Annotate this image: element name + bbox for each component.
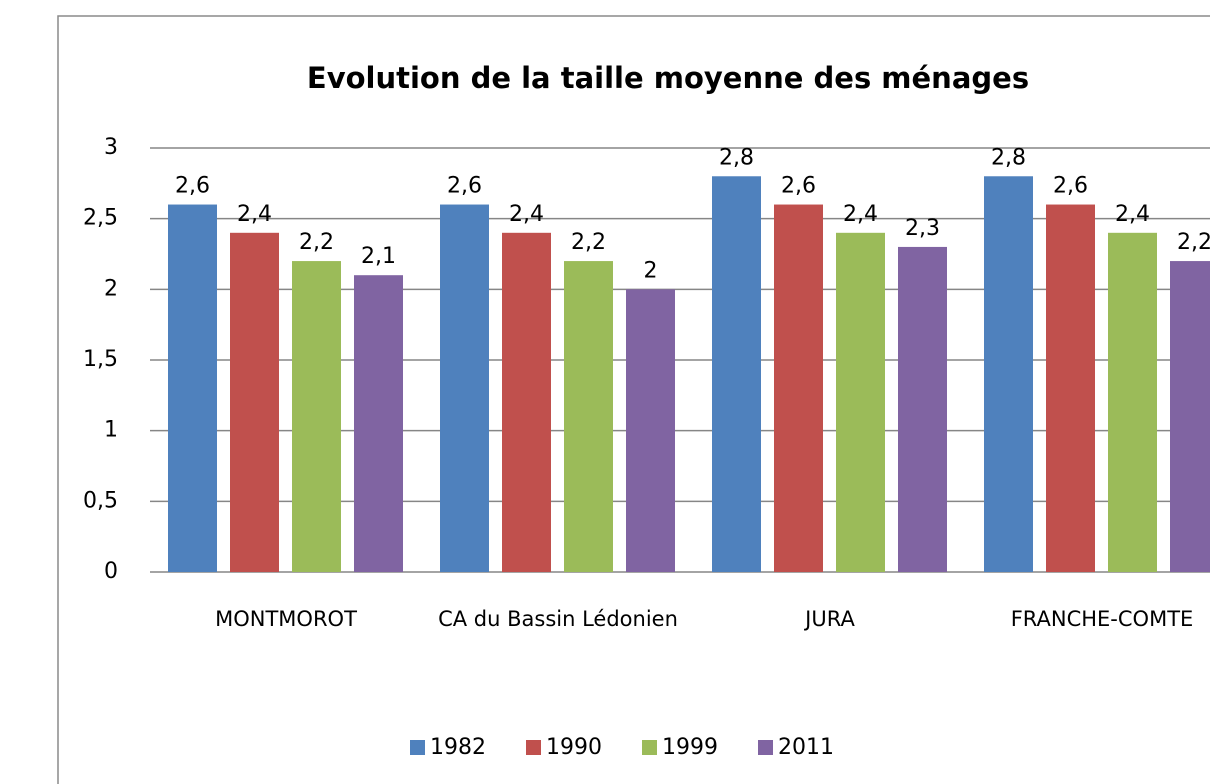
data-label: 2,2 [1177,230,1210,255]
bar [626,289,675,572]
bar [1108,232,1157,573]
data-label: 2,3 [905,216,940,241]
y-tick-label: 0 [104,559,118,584]
y-tick-label: 3 [104,135,118,160]
legend-label: 1999 [662,735,718,760]
data-label: 2,4 [237,202,272,227]
data-label: 2,6 [781,174,816,199]
data-label: 2,8 [991,145,1026,170]
legend-swatch [642,740,657,755]
data-label: 2,4 [1115,202,1150,227]
data-label: 2,1 [361,244,396,269]
data-label: 2,6 [447,174,482,199]
bar [984,176,1033,572]
data-label: 2 [644,258,658,283]
legend-swatch [526,740,541,755]
x-tick-label: MONTMOROT [215,607,357,631]
legend-label: 2011 [778,735,834,760]
data-label: 2,2 [571,230,606,255]
data-label: 2,4 [509,202,544,227]
x-tick-label: CA du Bassin Lédonien [438,607,678,631]
bar [712,176,761,572]
bar [354,275,403,572]
legend-label: 1982 [430,735,486,760]
x-tick-label: FRANCHE-COMTE [1010,607,1194,631]
data-label: 2,2 [299,230,334,255]
data-label: 2,4 [843,202,878,227]
data-label: 2,6 [175,174,210,199]
bar [1046,204,1095,573]
bar [564,261,613,572]
data-label: 2,8 [719,145,754,170]
y-tick-label: 1 [104,418,118,443]
bar [502,232,551,573]
y-tick-label: 1,5 [83,347,118,372]
bar [440,204,489,573]
y-tick-label: 2,5 [83,206,118,231]
y-tick-label: 0,5 [83,488,118,513]
legend-swatch [410,740,425,755]
data-label: 2,6 [1053,174,1088,199]
bar [774,204,823,573]
x-tick-label: JURA [805,607,855,631]
bar [898,246,947,572]
y-tick-label: 2 [104,276,118,301]
legend-swatch [758,740,773,755]
bar [230,232,279,573]
chart-title: Evolution de la taille moyenne des ménag… [307,61,1029,95]
bar [1170,261,1210,572]
bar [836,232,885,573]
bar [292,261,341,572]
legend-label: 1990 [546,735,602,760]
bar [168,204,217,573]
